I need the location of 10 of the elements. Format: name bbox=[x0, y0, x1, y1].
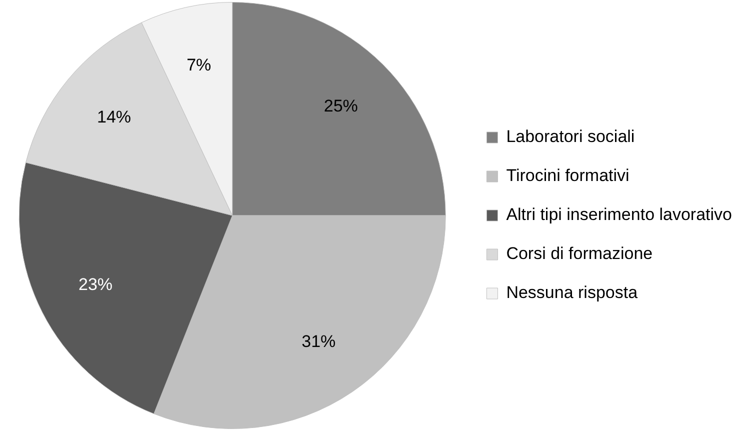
legend-label: Nessuna risposta bbox=[506, 283, 638, 302]
data-label: 31% bbox=[302, 332, 336, 352]
legend-label: Laboratori sociali bbox=[506, 127, 635, 146]
legend-label: Tirocini formativi bbox=[506, 166, 630, 186]
legend-label: Altri tipi inserimento lavorativo bbox=[506, 205, 732, 224]
data-label: 23% bbox=[78, 274, 113, 294]
data-label: 14% bbox=[97, 107, 132, 126]
legend-label: Corsi di formazione bbox=[506, 244, 653, 264]
data-label: 25% bbox=[324, 96, 358, 116]
data-label: 7% bbox=[186, 55, 212, 74]
